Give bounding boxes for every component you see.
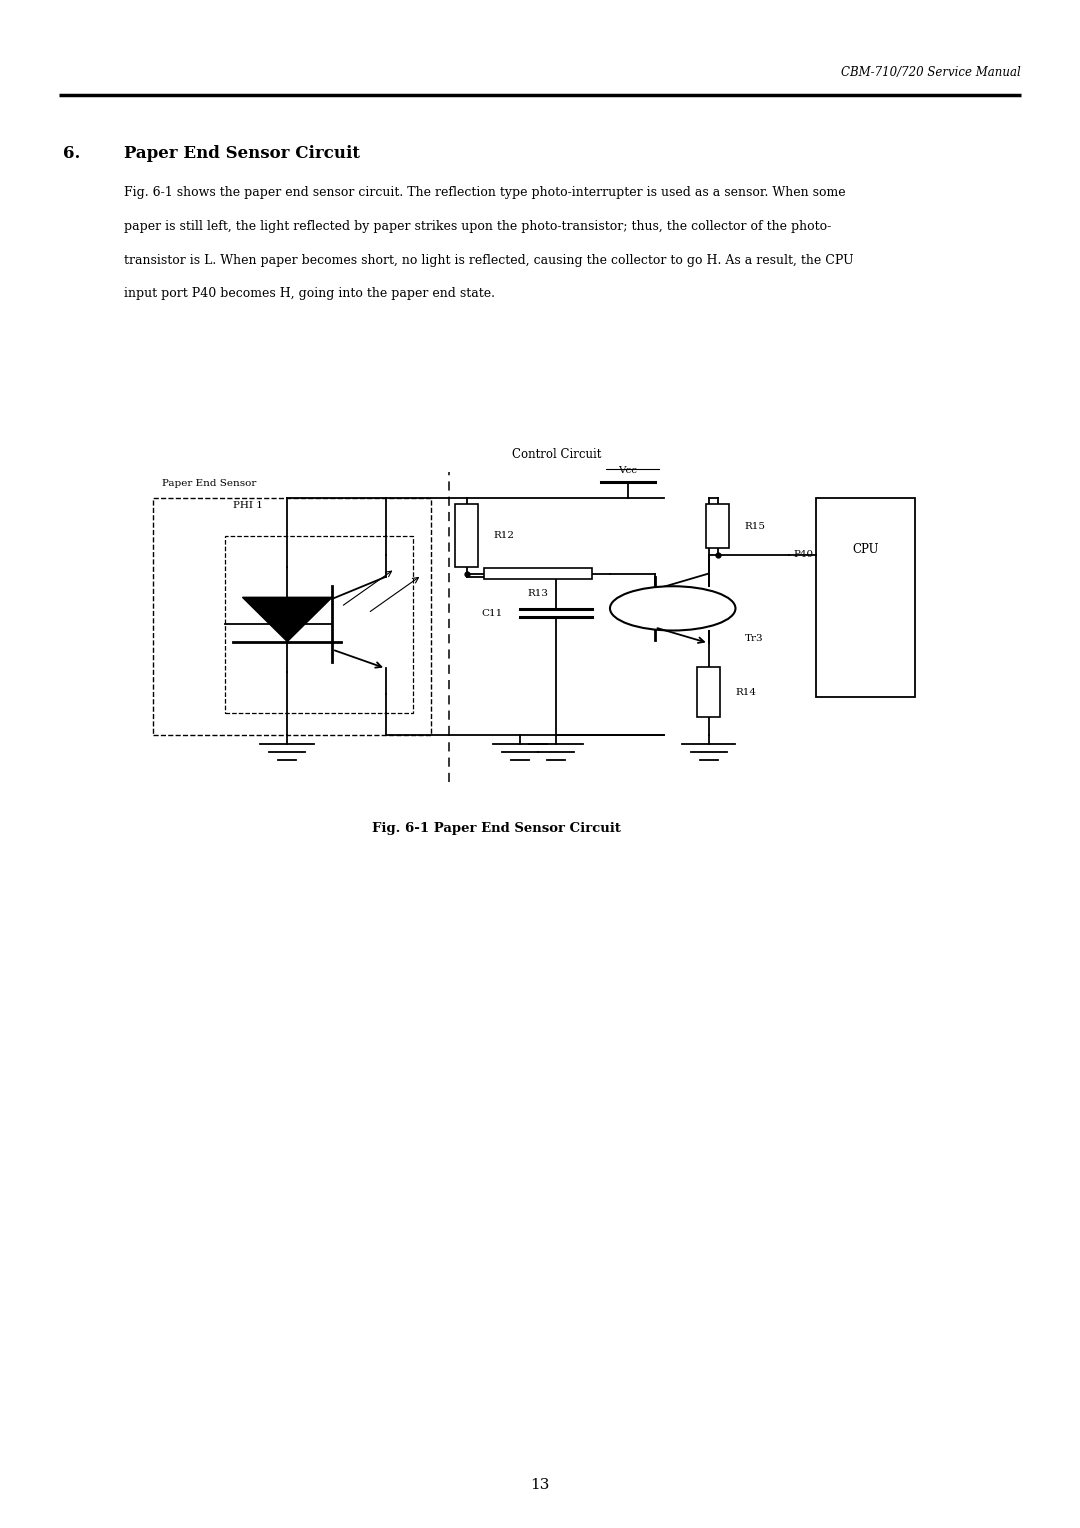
Text: transistor is L. When paper becomes short, no light is reflected, causing the co: transistor is L. When paper becomes shor… (124, 254, 854, 267)
Text: Tr3: Tr3 (744, 634, 764, 643)
Text: paper is still left, the light reflected by paper strikes upon the photo-transis: paper is still left, the light reflected… (124, 220, 832, 234)
FancyBboxPatch shape (706, 504, 729, 549)
Text: R15: R15 (744, 521, 766, 530)
Text: CBM-710/720 Service Manual: CBM-710/720 Service Manual (841, 66, 1021, 79)
Text: 13: 13 (530, 1478, 550, 1493)
Text: Fig. 6-1 Paper End Sensor Circuit: Fig. 6-1 Paper End Sensor Circuit (373, 822, 621, 834)
FancyBboxPatch shape (456, 504, 477, 567)
Text: Control Circuit: Control Circuit (512, 448, 600, 461)
Text: R13: R13 (528, 590, 549, 599)
Text: Fig. 6-1 shows the paper end sensor circuit. The reflection type photo-interrupt: Fig. 6-1 shows the paper end sensor circ… (124, 186, 846, 200)
Text: 6.: 6. (63, 145, 80, 162)
FancyBboxPatch shape (485, 568, 592, 579)
Text: R14: R14 (735, 688, 756, 697)
Text: Paper End Sensor: Paper End Sensor (162, 480, 256, 487)
Text: input port P40 becomes H, going into the paper end state.: input port P40 becomes H, going into the… (124, 287, 496, 301)
FancyBboxPatch shape (698, 666, 719, 718)
Text: Vcc: Vcc (619, 466, 637, 475)
Ellipse shape (610, 587, 735, 631)
Text: PHI 1: PHI 1 (233, 501, 264, 510)
Text: CPU: CPU (852, 544, 879, 556)
Text: R12: R12 (494, 532, 514, 539)
Text: P40: P40 (794, 550, 814, 559)
Polygon shape (242, 597, 333, 642)
Text: C11: C11 (482, 608, 502, 617)
Text: Paper End Sensor Circuit: Paper End Sensor Circuit (124, 145, 361, 162)
